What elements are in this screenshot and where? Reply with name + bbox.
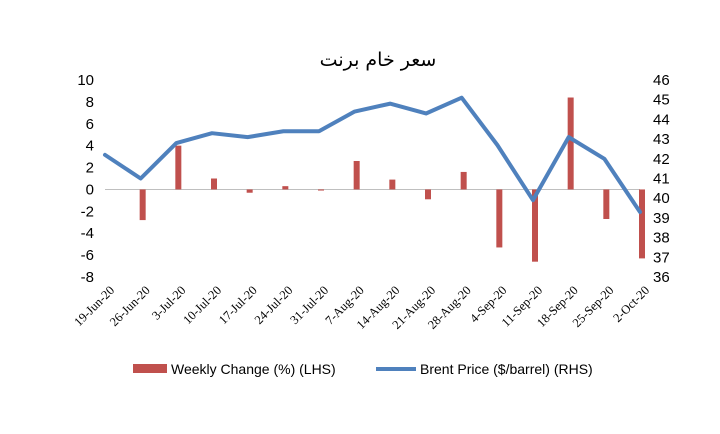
bar bbox=[282, 186, 289, 190]
x-tick-label: 10-Jul-20 bbox=[180, 283, 224, 327]
left-tick-label: 6 bbox=[86, 116, 94, 133]
legend-bar-swatch bbox=[133, 364, 167, 373]
bar bbox=[389, 179, 396, 190]
left-tick-label: -4 bbox=[81, 225, 94, 242]
left-tick-label: 4 bbox=[86, 138, 94, 155]
left-tick-label: 10 bbox=[77, 72, 94, 89]
right-tick-label: 41 bbox=[653, 171, 670, 188]
x-tick-label: 17-Jul-20 bbox=[216, 283, 260, 327]
right-tick-label: 38 bbox=[653, 230, 670, 247]
right-tick-label: 45 bbox=[653, 92, 670, 109]
bar bbox=[567, 97, 574, 190]
legend: Weekly Change (%) (LHS) Brent Price ($/b… bbox=[133, 361, 593, 377]
bar bbox=[496, 189, 503, 248]
x-tick-label: 24-Jul-20 bbox=[252, 283, 296, 327]
left-tick-label: -6 bbox=[81, 247, 94, 264]
x-tick-label: 2-Oct-20 bbox=[610, 283, 652, 325]
bar-series bbox=[139, 97, 645, 262]
right-axis: 46 45 44 43 42 41 40 39 38 37 36 bbox=[653, 72, 670, 286]
brent-price-line bbox=[103, 95, 642, 214]
left-tick-label: -2 bbox=[81, 203, 94, 220]
bar bbox=[460, 171, 467, 190]
left-axis: 10 8 6 4 2 0 -2 -4 -6 -8 bbox=[77, 72, 94, 286]
bar bbox=[175, 145, 182, 190]
right-tick-label: 43 bbox=[653, 131, 670, 148]
right-tick-label: 36 bbox=[653, 269, 670, 286]
legend-bar-label: Weekly Change (%) (LHS) bbox=[171, 361, 336, 377]
right-tick-label: 46 bbox=[653, 72, 670, 89]
bar bbox=[318, 189, 324, 191]
right-tick-label: 42 bbox=[653, 151, 670, 168]
bar bbox=[246, 189, 253, 193]
left-tick-label: 0 bbox=[86, 181, 94, 198]
bar bbox=[532, 189, 538, 262]
right-tick-label: 37 bbox=[653, 249, 670, 266]
bar bbox=[425, 189, 431, 200]
chart-title: سعر خام برنت bbox=[320, 49, 437, 71]
right-tick-label: 40 bbox=[653, 190, 670, 207]
left-tick-label: 2 bbox=[86, 160, 94, 177]
legend-line-label: Brent Price ($/barrel) (RHS) bbox=[420, 361, 593, 377]
right-tick-label: 44 bbox=[653, 111, 670, 128]
right-tick-label: 39 bbox=[653, 210, 670, 227]
bar bbox=[603, 189, 610, 219]
left-tick-label: 8 bbox=[86, 94, 94, 111]
left-tick-label: -8 bbox=[81, 269, 94, 286]
bar bbox=[353, 160, 360, 190]
bar bbox=[211, 178, 217, 190]
bar bbox=[639, 189, 645, 259]
bar bbox=[139, 189, 146, 221]
x-axis: 19-Jun-2026-Jun-203-Jul-2010-Jul-2017-Ju… bbox=[71, 283, 652, 332]
